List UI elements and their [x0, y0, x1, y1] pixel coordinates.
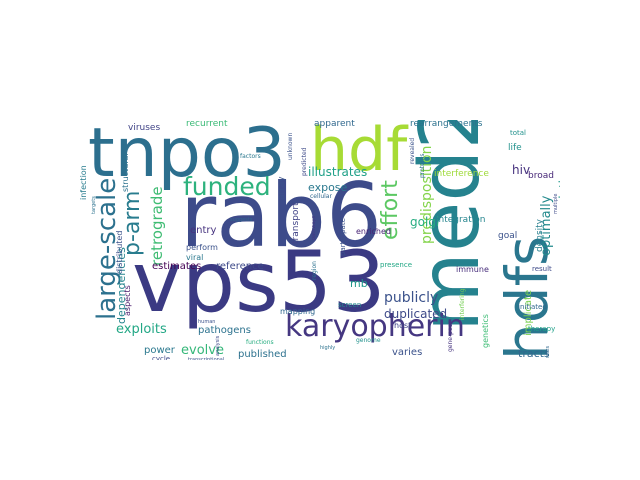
- word-funded: funded: [183, 172, 271, 201]
- word-hiv: hiv: [512, 163, 531, 177]
- word-varies: varies: [392, 347, 423, 358]
- word-predicted: predicted: [301, 147, 308, 176]
- word-targets: targets: [91, 196, 97, 214]
- word-array: array: [277, 176, 287, 200]
- word-viruses: viruses: [128, 123, 161, 133]
- word-transport: transport: [291, 202, 301, 244]
- word-region: region: [311, 261, 318, 280]
- word-density: density: [535, 219, 545, 252]
- word-vps53: vps53: [132, 233, 386, 331]
- word-proteins: proteins: [419, 153, 426, 178]
- word-transcriptional: transcriptional: [188, 357, 225, 361]
- word-human: human: [198, 319, 216, 325]
- word-perform: perform: [186, 243, 218, 252]
- word-pathways: pathways: [311, 215, 317, 240]
- word-highly: highly: [320, 345, 336, 351]
- word-therapy: therapy: [528, 325, 556, 333]
- word-viral: viral: [186, 253, 204, 262]
- word-duplicated: duplicated: [384, 307, 448, 321]
- word-publicly: publicly: [384, 290, 439, 306]
- word-broad: broad: [528, 171, 554, 181]
- word-presence: presence: [380, 261, 413, 269]
- word-suggests: suggests: [230, 217, 253, 223]
- word-rearrangements: rearrangements: [410, 120, 483, 129]
- word-karyopherin: karyopherin: [285, 309, 465, 344]
- word-interfering: interfering: [459, 288, 466, 320]
- word-host: host: [394, 321, 412, 330]
- word-mapping: mapping: [280, 307, 316, 316]
- word-estimates: estimates: [152, 261, 202, 272]
- word-genetics: genetics: [481, 314, 490, 348]
- word-gene-poor: gene-poor: [447, 321, 454, 352]
- word-cloud: rab6 vps53 med28 tnpo3 hdf hdfs karyophe…: [80, 120, 560, 360]
- word-unknown: unknown: [287, 132, 294, 160]
- word-expose: expose: [308, 181, 348, 194]
- word-cycle: cycle: [152, 355, 171, 361]
- word-life: life: [508, 143, 522, 153]
- word-apparent: apparent: [314, 120, 355, 129]
- word-structural: structural: [121, 153, 130, 192]
- word-revealed: revealed: [409, 137, 416, 164]
- word-genome: genome: [356, 337, 381, 344]
- word-published: published: [238, 349, 287, 360]
- word-exploits: exploits: [116, 322, 167, 337]
- word-participate: participate: [339, 218, 347, 256]
- word-aspects: aspects: [123, 285, 132, 316]
- word-reference: reference: [216, 261, 264, 272]
- word-entry: entry: [190, 225, 217, 236]
- word-total: total: [510, 129, 527, 137]
- word-tnpo3: tnpo3: [88, 120, 286, 193]
- word-infection: infection: [80, 165, 88, 200]
- word-functions: functions: [246, 339, 274, 346]
- word-retrograde: retrograde: [148, 186, 166, 266]
- word-analysis: analysis: [215, 335, 221, 356]
- word-immune: immune: [456, 265, 489, 274]
- word-interference: interference: [434, 169, 489, 179]
- word-integration: integration: [436, 215, 486, 225]
- word-multiple: multiple: [553, 193, 559, 214]
- word-rab6: rab6: [180, 164, 382, 267]
- word-illustrates: illustrates: [308, 165, 368, 179]
- word-hdf: hdf: [310, 120, 408, 185]
- word-result: result: [532, 265, 552, 273]
- word-initiated: initiated: [518, 303, 547, 311]
- word-tracts: tracts: [518, 347, 550, 360]
- word-pathogens: pathogens: [198, 325, 251, 336]
- word-golgi: golgi: [410, 215, 440, 229]
- word-enriched: enriched: [356, 227, 391, 236]
- word-distributed: distributed: [115, 230, 124, 274]
- word-recurrent: recurrent: [186, 120, 228, 129]
- word-cellular: cellular: [310, 193, 332, 200]
- word-goal: goal: [498, 231, 518, 241]
- word-power: power: [144, 345, 175, 356]
- word-roles: roles: [545, 345, 551, 358]
- word-evolve: evolve: [181, 343, 224, 358]
- word-screen: screen: [338, 301, 362, 309]
- word-factors: factors: [240, 153, 261, 160]
- word-mb: mb: [350, 277, 368, 290]
